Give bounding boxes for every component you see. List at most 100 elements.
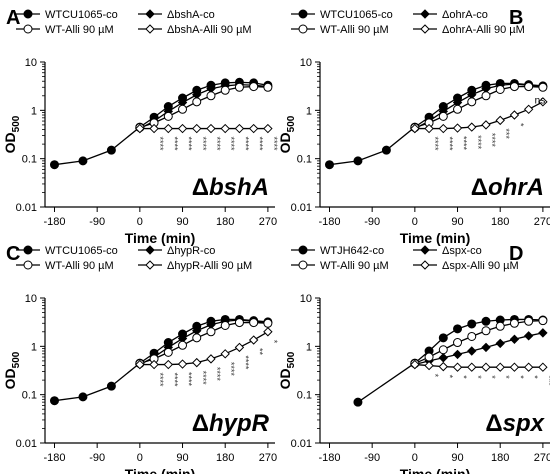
significance-label: **** — [198, 137, 208, 152]
significance-label: *** — [544, 375, 550, 386]
data-point-2 — [178, 340, 188, 350]
series-line-1 — [139, 319, 268, 366]
series-line-0 — [329, 82, 543, 166]
data-point-3 — [135, 123, 145, 134]
y-tick-label: 0.1 — [22, 390, 37, 402]
strain-label: ΔhypR — [192, 410, 270, 437]
data-point-2 — [495, 321, 505, 331]
x-tick-label: -180 — [318, 216, 340, 228]
significance-label: **** — [155, 373, 165, 388]
series-line-2 — [139, 321, 268, 365]
data-point-3 — [523, 362, 534, 372]
significance-label: **** — [459, 136, 469, 151]
significance-label: **** — [169, 373, 179, 388]
data-point-3 — [248, 335, 259, 345]
y-tick-label: 0.1 — [297, 154, 312, 166]
x-tick-label: 90 — [176, 452, 188, 464]
x-tick-label: 270 — [534, 216, 550, 228]
x-axis-label: Time (min) — [125, 466, 196, 474]
significance-label: **** — [240, 137, 250, 152]
legend-label: ΔbshA-co — [167, 9, 215, 21]
data-point-2 — [524, 316, 534, 326]
data-point-3 — [192, 123, 202, 134]
legend-label: WT-Alli 90 µM — [45, 24, 114, 36]
data-point-3 — [538, 362, 548, 372]
legend-marker — [298, 9, 308, 19]
panel-letter: A — [6, 7, 20, 29]
data-point-3 — [220, 349, 230, 359]
panel-letter: C — [6, 243, 20, 265]
data-point-2 — [220, 320, 230, 330]
series-line-0 — [357, 318, 543, 403]
data-point-0 — [467, 319, 477, 329]
significance-label: * — [459, 375, 469, 379]
legend-marker — [145, 245, 155, 255]
legend-marker — [298, 260, 308, 270]
x-tick-label: 180 — [491, 452, 509, 464]
x-tick-label: -90 — [364, 216, 380, 228]
legend-marker — [420, 260, 430, 270]
data-point-2 — [249, 82, 259, 92]
data-point-2 — [220, 85, 230, 95]
data-point-0 — [78, 156, 88, 166]
data-point-2 — [438, 111, 448, 121]
x-tick-label: 0 — [137, 216, 143, 228]
data-point-2 — [234, 318, 244, 328]
x-tick-label: 270 — [259, 216, 277, 228]
significance-label: **** — [269, 137, 279, 152]
data-point-1 — [452, 349, 463, 360]
x-tick-label: 180 — [216, 216, 234, 228]
data-point-2 — [438, 345, 448, 355]
data-point-2 — [467, 97, 477, 107]
legend-marker — [23, 260, 33, 270]
series-line-0 — [54, 318, 268, 402]
y-axis-label: OD500 — [277, 351, 297, 389]
panel-d: D WTJH642-co Δspx-co WT-Alli 90 µM Δspx-Alli… — [277, 243, 550, 474]
x-tick-label: 0 — [412, 216, 418, 228]
legend-label: ΔhypR-Alli 90 µM — [167, 260, 252, 272]
data-point-2 — [453, 338, 463, 348]
data-point-3 — [149, 123, 159, 134]
data-point-2 — [481, 91, 491, 101]
data-point-0 — [106, 381, 116, 391]
data-point-3 — [206, 354, 216, 364]
significance-label: **** — [240, 355, 250, 370]
panel-c: C WTCU1065-co ΔhypR-co WT-Alli 90 µM ΔhypR-A… — [2, 243, 279, 474]
data-point-2 — [509, 318, 519, 328]
series-line-3 — [414, 363, 543, 368]
data-point-3 — [481, 362, 491, 372]
data-point-3 — [192, 357, 202, 368]
legend-label: ΔohrA-co — [442, 9, 488, 21]
legend-marker — [145, 24, 155, 34]
significance-label: * — [487, 375, 497, 379]
data-point-0 — [481, 316, 491, 326]
x-axis-label: Time (min) — [125, 230, 196, 246]
strain-label: ΔohrA — [471, 174, 544, 201]
significance-label: **** — [184, 372, 194, 387]
y-tick-label: 0.01 — [291, 438, 312, 450]
x-tick-label: 270 — [534, 452, 550, 464]
legend-label: Δspx-Alli 90 µM — [442, 260, 519, 272]
significance-label: ** — [255, 348, 265, 356]
data-point-2 — [163, 347, 173, 357]
data-point-3 — [495, 115, 505, 126]
data-point-2 — [178, 104, 188, 114]
data-point-0 — [381, 145, 391, 155]
significance-label: * — [269, 340, 279, 344]
data-point-2 — [538, 82, 548, 92]
significance-label: **** — [430, 137, 440, 152]
data-point-2 — [453, 104, 463, 114]
x-tick-label: 180 — [216, 452, 234, 464]
legend-marker — [420, 24, 430, 34]
data-point-3 — [452, 123, 463, 133]
significance-label: * — [515, 375, 525, 379]
data-point-2 — [509, 82, 519, 92]
significance-label: **** — [487, 133, 497, 148]
data-point-3 — [452, 362, 463, 372]
legend-marker — [298, 245, 308, 255]
legend-label: WT-Alli 90 µM — [320, 260, 389, 272]
data-point-2 — [206, 327, 216, 337]
data-point-2 — [467, 331, 477, 341]
legend-label: ΔhypR-co — [167, 245, 215, 257]
data-point-2 — [524, 82, 534, 92]
